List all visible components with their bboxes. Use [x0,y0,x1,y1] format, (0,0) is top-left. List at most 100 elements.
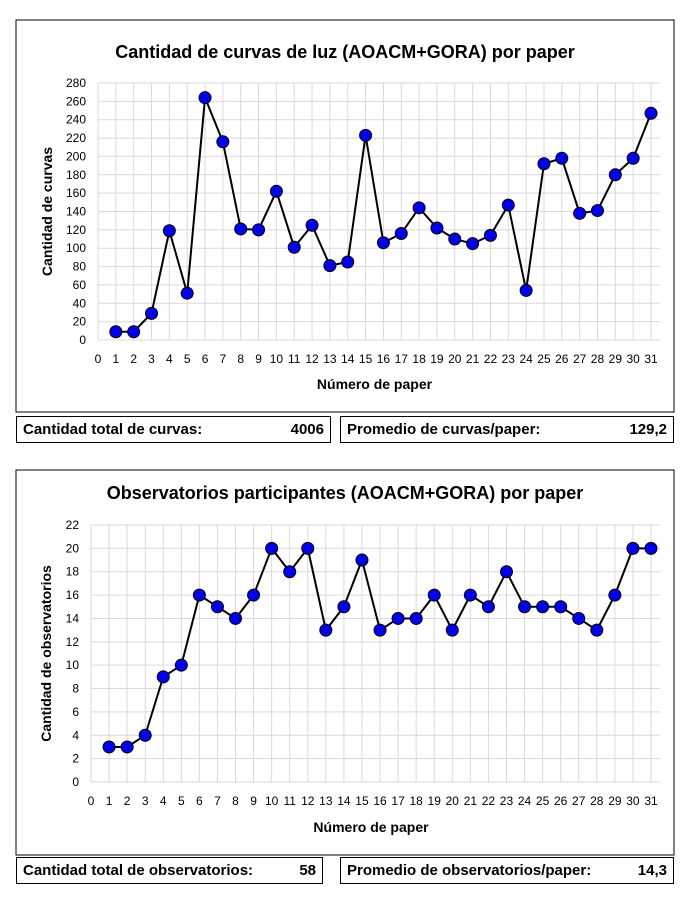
y-tick-label: 16 [66,588,80,602]
x-tick-label: 6 [196,794,203,808]
data-point [198,91,212,105]
data-point [644,106,658,120]
chart-title: Cantidad de curvas de luz (AOACM+GORA) p… [115,42,575,62]
y-tick-label: 22 [66,518,80,532]
x-tick-label: 15 [355,794,369,808]
x-tick-label: 23 [500,794,514,808]
x-tick-label: 16 [373,794,387,808]
x-tick-label: 31 [644,352,658,366]
y-tick-label: 180 [66,168,86,182]
x-tick-label: 12 [305,352,319,366]
x-tick-label: 5 [184,352,191,366]
total-observatories-box: Cantidad total de observatorios: 58 [16,857,323,884]
x-tick-label: 26 [554,794,568,808]
data-point [305,218,319,232]
x-tick-label: 30 [626,352,640,366]
data-point [252,223,266,237]
data-point [430,221,444,235]
data-point [287,240,301,254]
y-tick-label: 2 [72,752,79,766]
data-point [555,151,569,165]
x-tick-label: 0 [88,794,95,808]
data-point [466,237,480,251]
x-tick-label: 9 [255,352,262,366]
x-tick-label: 17 [395,352,409,366]
x-tick-label: 9 [250,794,257,808]
chart-1: 0204060801001201401601802002202402602800… [15,19,675,413]
data-point [120,740,134,754]
data-point [102,740,116,754]
y-tick-label: 18 [66,565,80,579]
x-tick-label: 29 [608,794,622,808]
x-tick-label: 16 [377,352,391,366]
y-tick-label: 20 [73,315,87,329]
x-axis-label: Número de paper [317,376,433,392]
x-tick-label: 21 [464,794,478,808]
data-point [409,611,423,625]
data-point [323,259,337,273]
avg-observatories-value: 14,3 [637,862,667,879]
avg-curves-value: 129,2 [629,421,667,438]
y-tick-label: 12 [66,635,80,649]
y-tick-label: 80 [73,260,87,274]
x-tick-label: 22 [482,794,496,808]
data-point [445,623,459,637]
data-point [481,600,495,614]
chart-frame [15,19,675,413]
y-tick-label: 0 [79,333,86,347]
x-tick-label: 11 [283,794,296,808]
x-tick-label: 13 [319,794,333,808]
data-point [608,588,622,602]
x-tick-label: 3 [148,352,155,366]
data-point [337,600,351,614]
data-point [109,325,123,339]
x-tick-label: 18 [412,352,426,366]
x-tick-label: 28 [590,794,604,808]
data-point [518,600,532,614]
y-tick-label: 140 [66,205,86,219]
data-point [138,728,152,742]
data-point [519,283,533,297]
data-point [463,588,477,602]
y-tick-label: 120 [66,223,86,237]
y-tick-label: 60 [73,278,87,292]
data-point [229,611,243,625]
y-tick-label: 260 [66,94,86,108]
x-tick-label: 3 [142,794,149,808]
x-tick-label: 23 [502,352,516,366]
x-tick-label: 0 [95,352,102,366]
x-tick-label: 24 [518,794,532,808]
avg-curves-box: Promedio de curvas/paper: 129,2 [340,416,674,443]
x-tick-label: 17 [391,794,405,808]
x-axis-label: Número de paper [313,819,429,835]
data-point [573,206,587,220]
data-point [247,588,261,602]
x-tick-label: 7 [214,794,221,808]
total-observatories-label: Cantidad total de observatorios: [23,862,254,879]
data-point [355,553,369,567]
data-point [554,600,568,614]
data-point [216,135,230,149]
data-point [412,201,426,215]
data-point [391,611,405,625]
y-tick-label: 220 [66,131,86,145]
data-point [501,198,515,212]
total-curves-label: Cantidad total de curvas: [23,421,203,438]
y-tick-label: 4 [72,728,79,742]
x-tick-label: 21 [466,352,480,366]
y-tick-label: 0 [72,775,79,789]
data-point [234,222,248,236]
data-point [590,623,604,637]
avg-observatories-label: Promedio de observatorios/paper: [347,862,592,879]
chart-title: Observatorios participantes (AOACM+GORA)… [107,483,584,503]
y-tick-label: 280 [66,76,86,90]
x-tick-label: 6 [202,352,209,366]
data-point [499,565,513,579]
x-tick-label: 20 [448,352,462,366]
x-tick-label: 24 [519,352,533,366]
x-tick-label: 8 [232,794,239,808]
y-tick-label: 40 [73,296,87,310]
data-point [162,224,176,238]
